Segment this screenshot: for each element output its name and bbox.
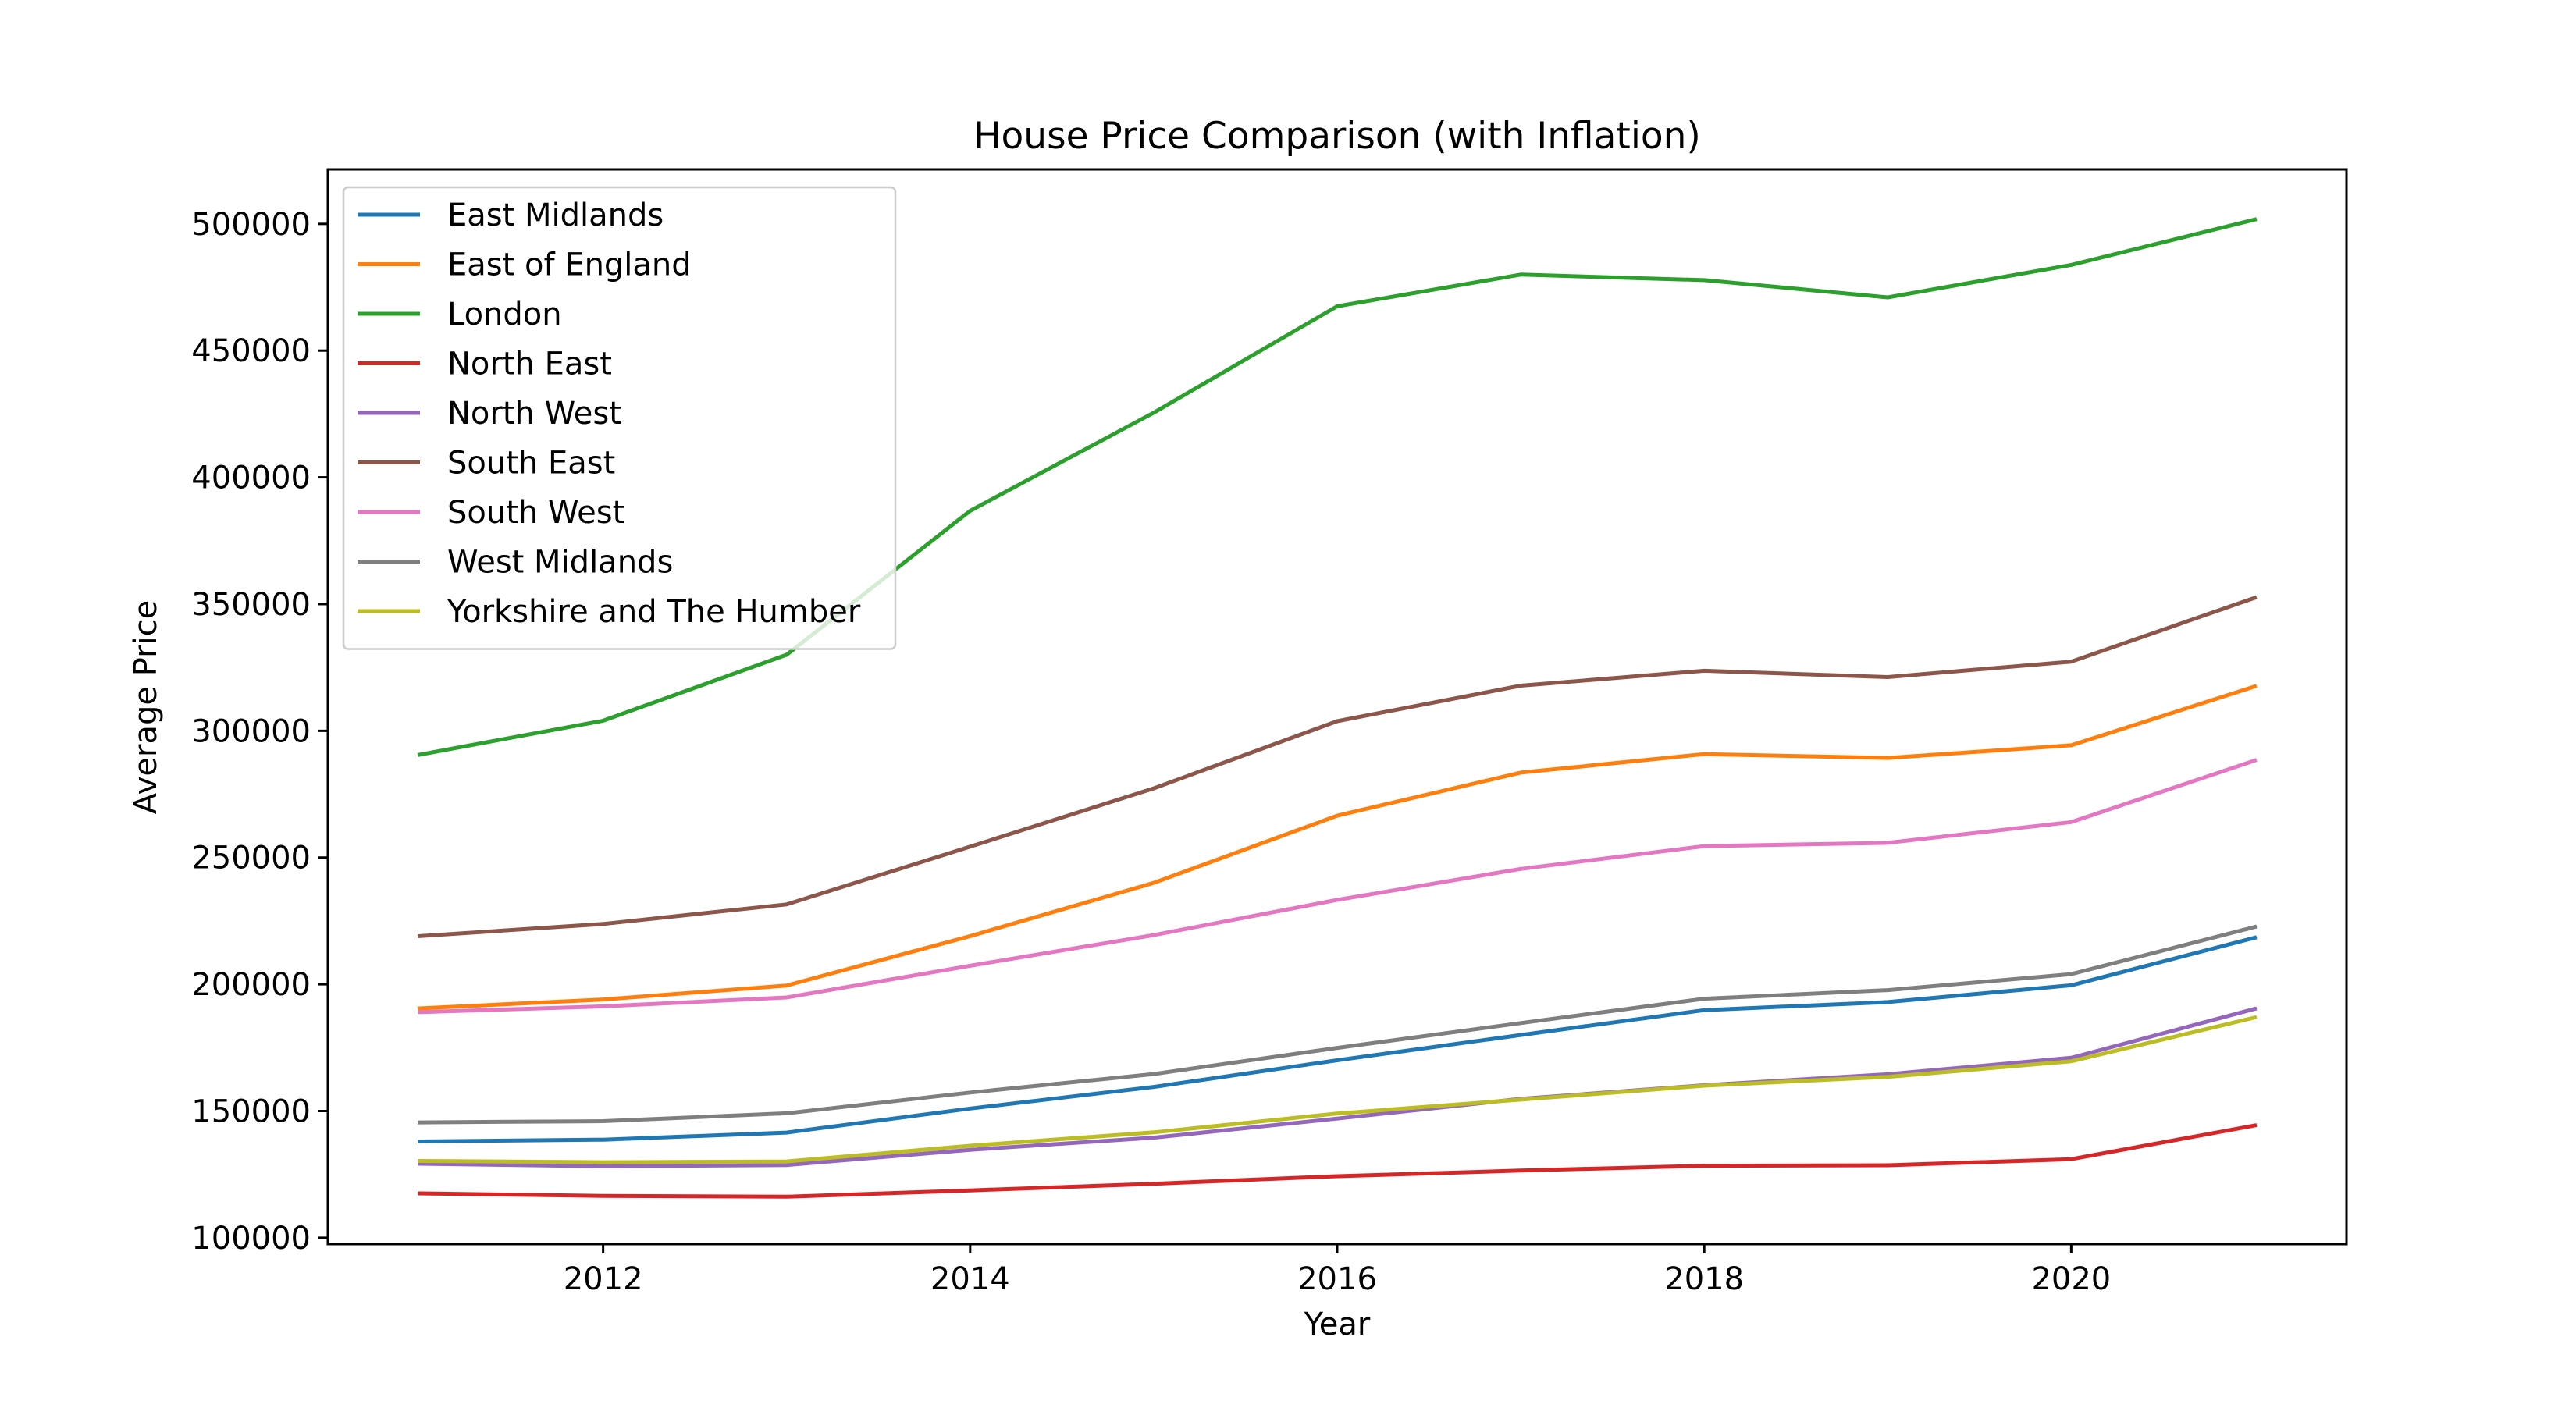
legend-label-8: Yorkshire and The Humber	[447, 594, 861, 630]
x-axis-label: Year	[1304, 1307, 1371, 1342]
legend-label-7: West Midlands	[447, 545, 673, 581]
series-line-7	[417, 924, 2258, 1125]
legend-label-4: North West	[447, 396, 621, 432]
legend-label-6: South West	[447, 495, 624, 531]
x-tick-label: 2012	[564, 1261, 643, 1297]
series-line-4	[417, 1006, 2258, 1168]
y-tick-label: 500000	[191, 207, 311, 243]
y-axis-label: Average Price	[128, 600, 164, 815]
plot-area	[417, 217, 2258, 1199]
series-line-0	[417, 935, 2258, 1144]
legend-label-3: North East	[447, 347, 612, 382]
series-line-2	[417, 217, 2258, 757]
axes: 2012 2014 2016 2018 2020 100000 150000 200000 25…	[191, 168, 2348, 1297]
y-tick-label: 200000	[191, 967, 311, 1003]
y-tick-label: 150000	[191, 1093, 311, 1129]
x-tick-label: 2018	[1664, 1261, 1744, 1297]
x-tick-label: 2014	[930, 1261, 1010, 1297]
legend: East Midlands East of England London North …	[342, 186, 897, 650]
series-line-3	[417, 1123, 2258, 1199]
x-tick-label: 2020	[2031, 1261, 2111, 1297]
legend-label-2: London	[447, 297, 562, 332]
y-tick-label: 400000	[191, 460, 311, 496]
legend-label-0: East Midlands	[447, 197, 664, 233]
series-line-5	[417, 595, 2258, 939]
y-tick-label: 300000	[191, 713, 311, 749]
legend-label-5: South East	[447, 446, 615, 482]
legend-label-1: East of England	[447, 247, 692, 283]
legend-box	[342, 186, 897, 650]
series-line-1	[417, 684, 2258, 1011]
y-tick-label: 350000	[191, 587, 311, 623]
y-tick-label: 100000	[191, 1221, 311, 1257]
x-tick-label: 2016	[1297, 1261, 1377, 1297]
series-line-8	[417, 1015, 2258, 1164]
series-line-6	[417, 758, 2258, 1015]
y-tick-label: 450000	[191, 333, 311, 369]
y-tick-label: 250000	[191, 841, 311, 876]
chart-title: House Price Comparison (with Inflation)	[973, 115, 1701, 158]
